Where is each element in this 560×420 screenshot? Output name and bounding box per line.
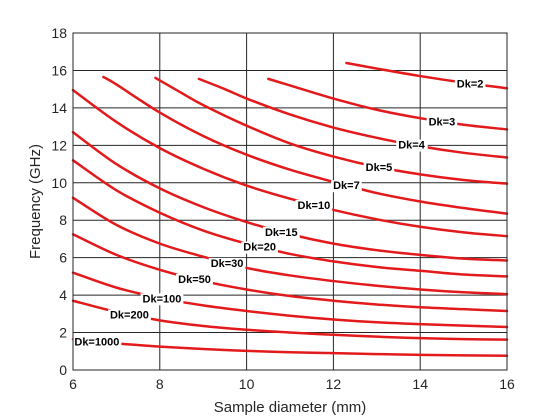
y-tick-label: 2: [59, 325, 67, 341]
series-line-dk-5: [154, 76, 509, 185]
y-tick-label: 8: [59, 212, 67, 228]
series-line-dk-3: [267, 77, 509, 131]
contour-label-background: [140, 293, 184, 306]
contour-label-dk-3: Dk=3: [429, 116, 456, 128]
contour-label-dk-2: Dk=2: [457, 78, 484, 90]
y-tick-label: 14: [51, 100, 67, 116]
contour-label-background: [107, 309, 151, 322]
contour-label-dk-100: Dk=100: [143, 293, 182, 305]
contour-label-dk-30: Dk=30: [211, 258, 244, 270]
contour-label-background: [176, 273, 213, 286]
contour-label-background: [331, 180, 362, 193]
contour-labels: Dk=2 Dk=3 Dk=4 Dk=5 Dk=7Dk=10 Dk=15 Dk=20 Dk=30…: [72, 78, 486, 349]
y-axis-label: Frequency (GHz): [27, 144, 44, 259]
series-line-dk-20: [71, 159, 509, 278]
y-tick-label: 16: [51, 62, 67, 78]
series-line-dk-30: [71, 196, 509, 296]
y-axis-ticks: 0 2 4 6 8 10 12 14 16 18: [51, 25, 67, 378]
contour-label-dk-4: Dk=4: [398, 140, 425, 152]
x-tick-label: 14: [412, 376, 428, 392]
x-axis-ticks: 6 8 10 12 14 16: [69, 376, 515, 392]
x-tick-label: 8: [156, 376, 164, 392]
contour-label-background: [295, 199, 333, 212]
y-tick-label: 10: [51, 175, 67, 191]
series-line-dk-1000: [71, 337, 509, 358]
contour-label-background: [72, 336, 122, 349]
contour-label-background: [241, 241, 278, 254]
series-line-dk-7: [102, 75, 509, 215]
y-tick-label: 18: [51, 25, 67, 41]
contour-label-background: [454, 78, 486, 91]
contour-label-dk-1000: Dk=1000: [74, 336, 119, 348]
x-tick-label: 10: [239, 376, 255, 392]
series-line-dk-4: [197, 77, 509, 159]
contour-label-dk-200: Dk=200: [110, 309, 149, 321]
series-line-dk-10: [71, 88, 509, 238]
x-tick-label: 12: [326, 376, 342, 392]
x-tick-label: 16: [499, 376, 515, 392]
contour-label-dk-7: Dk=7: [333, 180, 360, 192]
contour-label-background: [208, 257, 246, 270]
contour-label-dk-5: Dk=5: [366, 162, 393, 174]
series-line-dk-15: [71, 130, 509, 262]
contour-label-dk-50: Dk=50: [178, 274, 211, 286]
x-axis-label: Sample diameter (mm): [214, 399, 367, 416]
contour-label-background: [396, 139, 428, 152]
series-line-dk-50: [71, 233, 509, 313]
contour-label-dk-15: Dk=15: [265, 227, 298, 239]
y-tick-label: 0: [59, 362, 67, 378]
contour-label-dk-20: Dk=20: [243, 242, 276, 254]
contour-label-background: [363, 162, 395, 175]
contour-label-dk-10: Dk=10: [298, 200, 331, 212]
y-tick-label: 6: [59, 250, 67, 266]
plot-area-frame: [72, 32, 508, 371]
contour-label-background: [262, 226, 300, 239]
contour-label-background: [426, 116, 458, 129]
y-tick-label: 12: [51, 137, 67, 153]
y-tick-label: 4: [59, 287, 67, 303]
x-tick-label: 6: [69, 376, 77, 392]
